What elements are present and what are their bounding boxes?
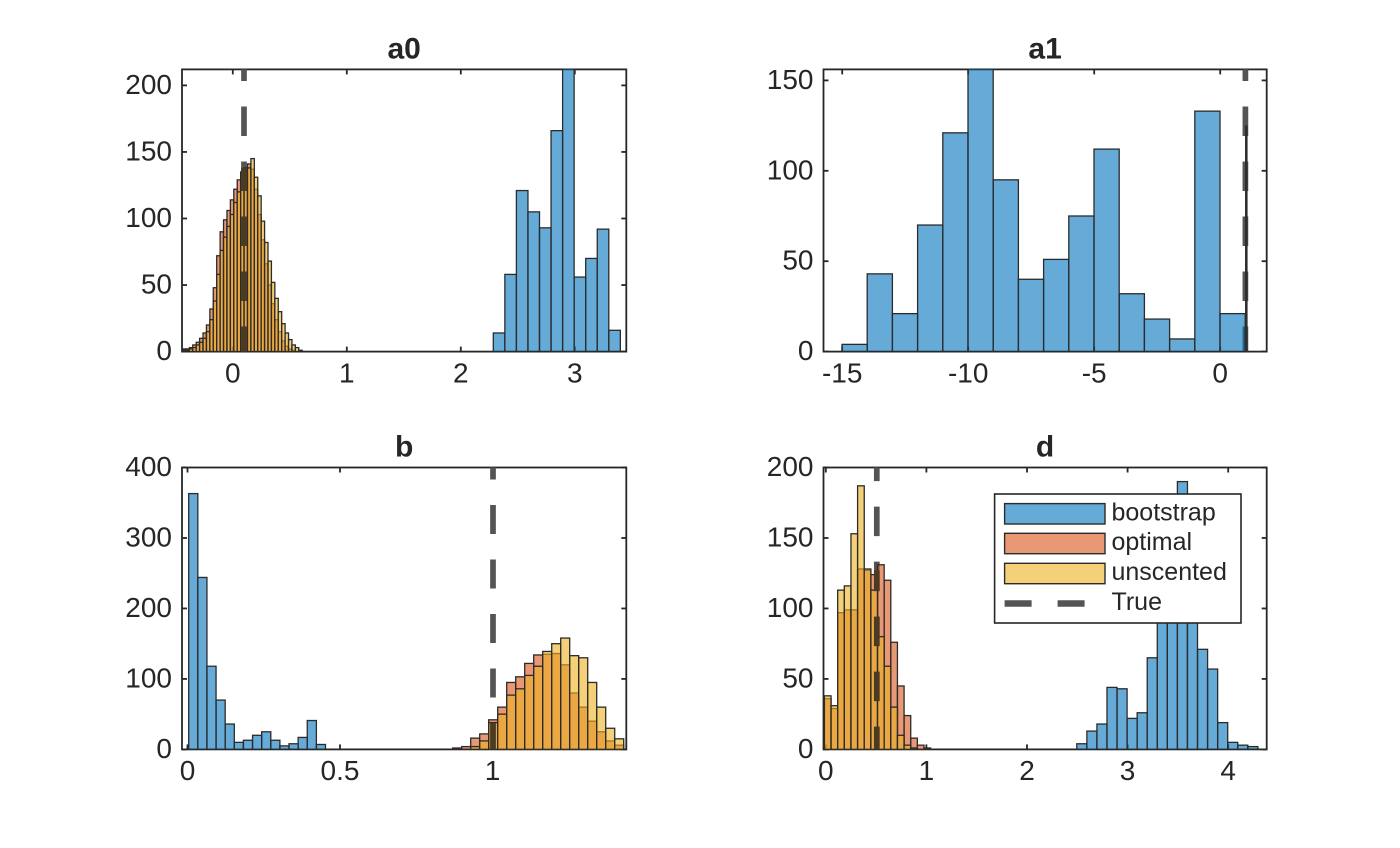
svg-text:0: 0 bbox=[180, 755, 196, 786]
svg-text:2: 2 bbox=[1019, 755, 1035, 786]
svg-text:150: 150 bbox=[125, 135, 172, 166]
svg-text:1: 1 bbox=[919, 755, 935, 786]
svg-text:0: 0 bbox=[156, 335, 172, 366]
svg-text:300: 300 bbox=[125, 521, 172, 552]
svg-text:2: 2 bbox=[453, 357, 469, 388]
svg-text:150: 150 bbox=[767, 521, 814, 552]
svg-text:a0: a0 bbox=[387, 33, 420, 66]
svg-text:-10: -10 bbox=[948, 357, 988, 388]
svg-text:-5: -5 bbox=[1082, 357, 1107, 388]
svg-text:0: 0 bbox=[1212, 357, 1228, 388]
svg-text:unscented: unscented bbox=[1112, 558, 1227, 586]
svg-text:True: True bbox=[1112, 588, 1162, 616]
svg-text:bootstrap: bootstrap bbox=[1112, 499, 1216, 527]
svg-text:50: 50 bbox=[782, 245, 813, 276]
svg-text:0: 0 bbox=[798, 335, 814, 366]
svg-text:150: 150 bbox=[767, 64, 814, 95]
svg-text:200: 200 bbox=[767, 451, 814, 482]
svg-text:100: 100 bbox=[125, 202, 172, 233]
svg-text:0: 0 bbox=[818, 755, 834, 786]
svg-text:0.5: 0.5 bbox=[321, 755, 360, 786]
svg-text:100: 100 bbox=[125, 662, 172, 693]
svg-text:0: 0 bbox=[798, 733, 814, 764]
svg-text:4: 4 bbox=[1220, 755, 1236, 786]
svg-text:200: 200 bbox=[125, 592, 172, 623]
svg-text:100: 100 bbox=[767, 154, 814, 185]
svg-text:100: 100 bbox=[767, 592, 814, 623]
svg-text:0: 0 bbox=[156, 733, 172, 764]
svg-text:400: 400 bbox=[125, 451, 172, 482]
svg-text:optimal: optimal bbox=[1112, 528, 1193, 556]
svg-text:1: 1 bbox=[339, 357, 355, 388]
svg-text:-15: -15 bbox=[822, 357, 862, 388]
svg-text:50: 50 bbox=[141, 269, 172, 300]
svg-text:3: 3 bbox=[1120, 755, 1136, 786]
svg-text:200: 200 bbox=[125, 69, 172, 100]
svg-text:d: d bbox=[1036, 431, 1054, 464]
svg-text:a1: a1 bbox=[1028, 33, 1061, 66]
svg-text:3: 3 bbox=[567, 357, 583, 388]
svg-text:1: 1 bbox=[485, 755, 501, 786]
svg-text:0: 0 bbox=[225, 357, 241, 388]
svg-text:50: 50 bbox=[782, 662, 813, 693]
svg-text:b: b bbox=[395, 431, 413, 464]
